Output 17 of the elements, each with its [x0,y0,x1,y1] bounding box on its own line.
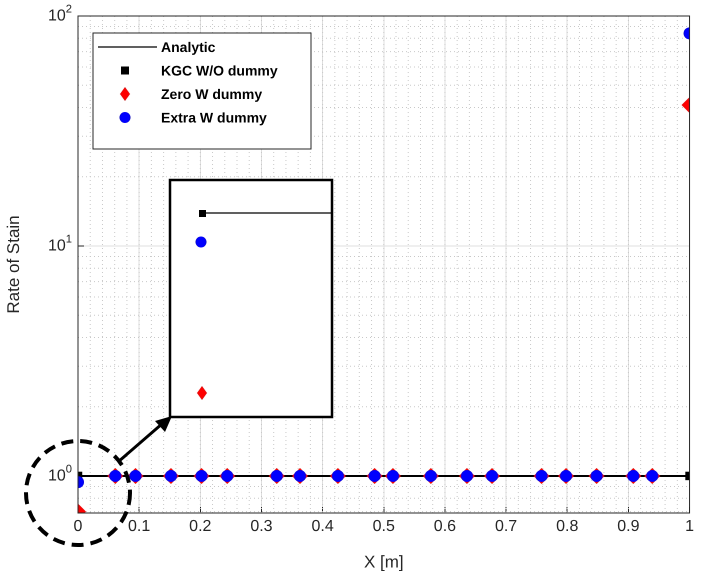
x-tick-label: 0.2 [189,518,212,536]
x-tick-label: 0.3 [250,518,273,536]
x-tick-label: 1 [685,518,694,536]
x-tick-label: 0 [74,518,83,536]
legend-label: KGC W/O dummy [161,62,278,78]
x-tick-label: 0.9 [617,518,640,536]
x-tick-label: 0.1 [128,518,150,536]
x-tick-label: 0.6 [434,518,456,536]
legend-label: Analytic [161,38,216,55]
x-tick-label: 0.7 [494,518,518,536]
legend-label: Zero W dummy [161,86,262,102]
x-axis-title: X [m] [364,552,404,572]
x-tick-label: 0.5 [372,518,395,536]
y-axis-title: Rate of Stain [4,215,23,314]
x-tick-label: 0.8 [556,518,578,536]
x-tick-label: 0.4 [311,518,334,536]
legend-label: Extra W dummy [161,109,268,126]
